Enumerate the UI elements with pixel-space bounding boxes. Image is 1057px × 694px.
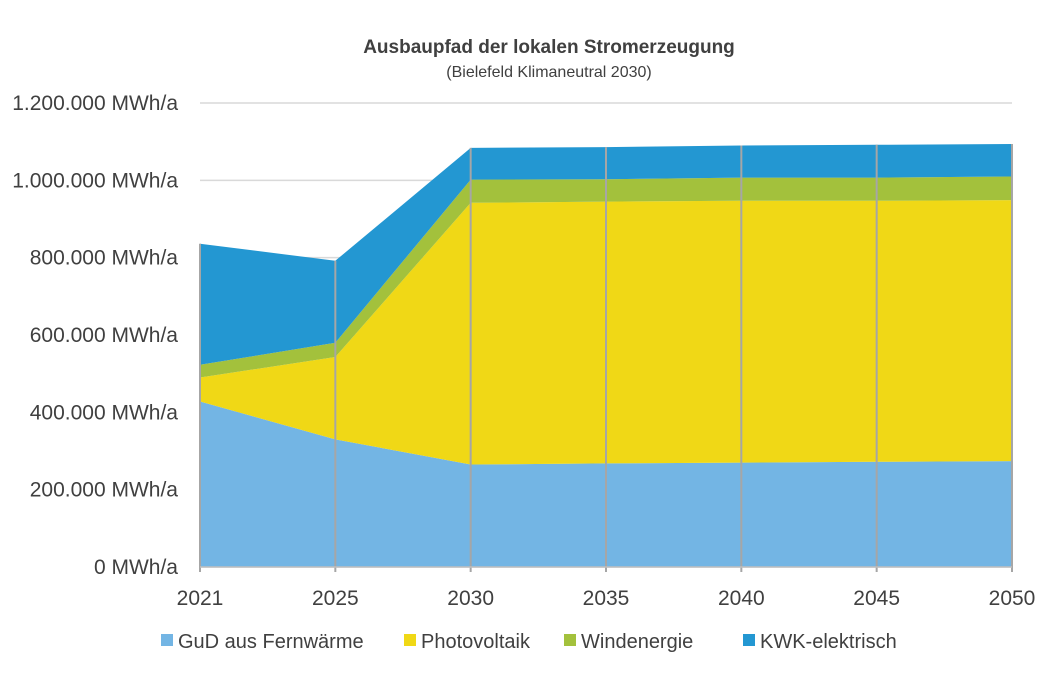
legend-swatch-2 <box>564 634 576 646</box>
legend-swatch-3 <box>743 634 755 646</box>
y-tick-label: 200.000 MWh/a <box>30 479 179 502</box>
y-tick-label: 1.000.000 MWh/a <box>12 169 178 192</box>
chart-title: Ausbaupfad der lokalen Stromerzeugung <box>363 37 735 58</box>
area-series-3 <box>200 144 1012 365</box>
legend-label: Windenergie <box>581 631 693 653</box>
y-tick-label: 1.200.000 MWh/a <box>12 92 178 115</box>
x-tick-label: 2021 <box>177 587 224 610</box>
legend: GuD aus Fernwärme Photovoltaik Windenergie… <box>161 631 897 653</box>
x-tick-label: 2045 <box>853 587 900 610</box>
x-axis-ticks: 2021 2025 2030 2035 2040 2045 2050 <box>177 587 1036 610</box>
x-tick-label: 2030 <box>447 587 494 610</box>
legend-label: KWK-elektrisch <box>760 631 897 653</box>
area-series-2 <box>200 176 1012 378</box>
category-lines <box>199 143 1013 572</box>
x-tick-label: 2040 <box>718 587 765 610</box>
y-tick-label: 800.000 MWh/a <box>30 247 179 270</box>
chart-subtitle: (Bielefeld Klimaneutral 2030) <box>446 64 651 81</box>
y-tick-label: 0 MWh/a <box>94 556 178 579</box>
y-tick-label: 600.000 MWh/a <box>30 324 179 347</box>
x-tick-label: 2025 <box>312 587 359 610</box>
legend-swatch-0 <box>161 634 173 646</box>
x-tick-label: 2035 <box>583 587 630 610</box>
y-axis-ticks: 0 MWh/a 200.000 MWh/a 400.000 MWh/a 600.000… <box>12 92 178 579</box>
x-tick-label: 2050 <box>989 587 1036 610</box>
legend-label: GuD aus Fernwärme <box>178 631 364 653</box>
legend-label: Photovoltaik <box>421 631 531 653</box>
y-tick-label: 400.000 MWh/a <box>30 401 179 424</box>
legend-swatch-1 <box>404 634 416 646</box>
